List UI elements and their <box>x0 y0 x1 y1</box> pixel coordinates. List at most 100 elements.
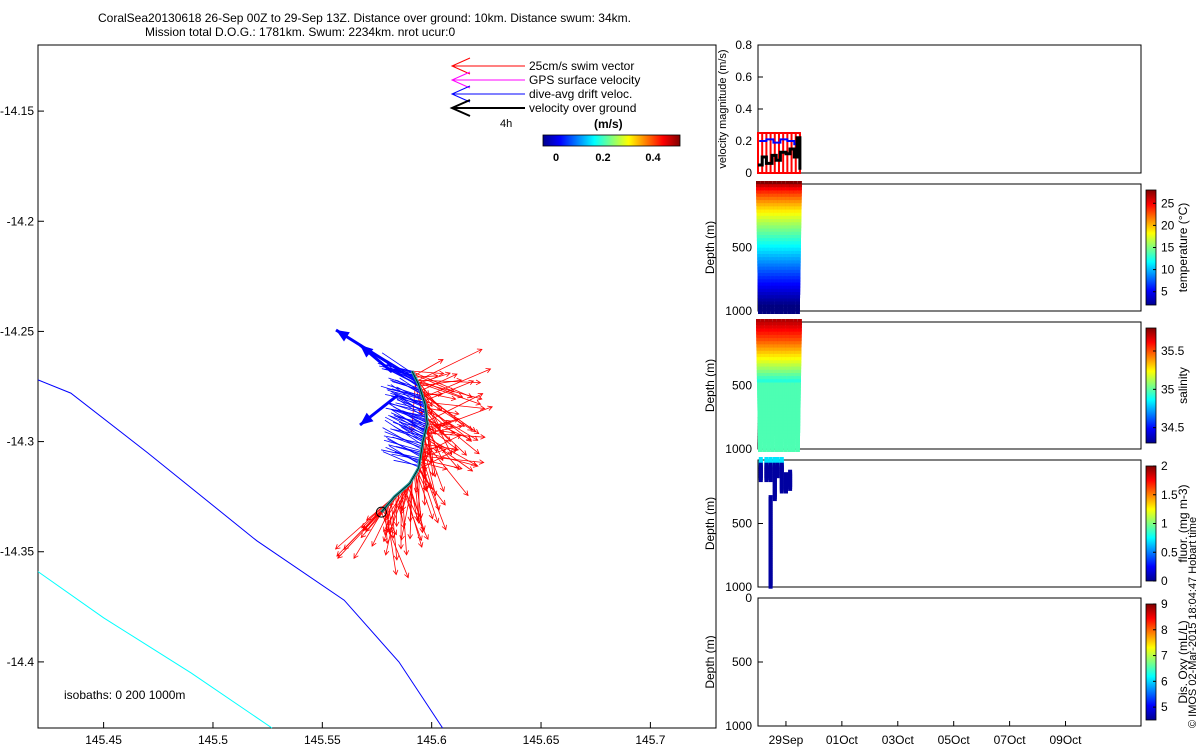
temperature-sample <box>797 196 802 203</box>
map-vectors <box>334 328 493 579</box>
temperature-sample <box>782 241 787 248</box>
temperature-sample <box>794 235 799 241</box>
swim-vector <box>425 411 444 435</box>
drift-vector <box>391 381 421 391</box>
salinity-sample <box>756 338 761 345</box>
salinity-sample <box>756 369 761 376</box>
swim-vector-head <box>447 449 453 456</box>
salinity-sample <box>778 379 782 386</box>
temperature-sample <box>796 257 801 264</box>
salinity-sample <box>796 395 801 402</box>
swim-vector-head <box>487 405 493 411</box>
swim-vector-head <box>383 526 389 533</box>
fluorescence-ytick-label: 1000 <box>725 580 752 594</box>
swim-vector <box>415 472 423 533</box>
temperature-sample <box>756 203 761 210</box>
salinity-sample <box>777 353 782 360</box>
salinity-sample <box>758 411 763 418</box>
salinity-sample <box>762 436 767 443</box>
salinity-sample <box>786 382 791 389</box>
salinity-sample <box>794 350 799 357</box>
temperature-sample <box>787 292 792 299</box>
salinity-sample <box>789 325 794 332</box>
temperature-sample <box>781 219 786 226</box>
temperature-sample <box>790 231 795 238</box>
salinity-sample <box>771 395 776 402</box>
salinity-sample <box>781 319 786 325</box>
temperature-sample <box>791 292 796 299</box>
salinity-colorbar-tick: 34.5 <box>1161 421 1185 435</box>
salinity-sample <box>783 404 788 411</box>
salinity-sample <box>792 385 797 392</box>
temperature-sample <box>762 276 767 283</box>
temperature-sample <box>792 250 797 257</box>
legend-drift-arrow <box>450 85 525 103</box>
salinity-sample <box>796 382 801 389</box>
temperature-sample <box>797 206 802 213</box>
salinity-sample <box>771 426 775 433</box>
temperature-sample <box>796 298 800 305</box>
temperature-sample <box>777 225 782 232</box>
salinity-sample <box>796 420 801 427</box>
temperature-sample <box>786 231 791 238</box>
salinity-colorbar <box>1145 327 1157 444</box>
salinity-sample <box>770 442 775 449</box>
salinity-sample <box>765 366 770 373</box>
temperature-sample <box>773 225 778 232</box>
temperature-sample <box>767 266 772 273</box>
temperature-sample <box>792 279 797 286</box>
temperature-sample <box>792 263 797 270</box>
swim-vector-head <box>334 544 341 550</box>
temperature-sample <box>785 200 790 207</box>
temperature-sample <box>777 212 782 219</box>
salinity-sample <box>757 382 761 389</box>
drift-vector <box>387 389 424 401</box>
fluorescence-sample <box>784 487 788 494</box>
salinity-sample <box>775 430 780 437</box>
temperature-sample <box>775 250 780 257</box>
salinity-sample <box>794 334 798 341</box>
fluorescence-sample <box>772 495 777 502</box>
temperature-sample <box>763 244 768 251</box>
salinity-sample <box>793 322 798 329</box>
swim-vector-head <box>404 572 410 579</box>
salinity-sample <box>796 407 801 414</box>
salinity-sample <box>786 366 791 373</box>
temperature-sample <box>760 212 765 219</box>
temperature-sample <box>777 200 782 207</box>
fluorescence-colorbar-tick: 0 <box>1161 574 1168 588</box>
salinity-sample <box>769 350 774 357</box>
swim-vector-head <box>445 436 452 442</box>
temperature-sample <box>758 292 763 299</box>
temperature-sample <box>790 238 795 245</box>
oxygen-colorbar-tick: 9 <box>1161 597 1168 611</box>
temperature-ytick-label: 500 <box>732 241 752 255</box>
temperature-sample <box>788 263 793 270</box>
salinity-sample <box>769 369 774 376</box>
temperature-sample <box>781 187 786 194</box>
temperature-sample <box>789 190 794 197</box>
temperature-colorbar-tick: 20 <box>1161 218 1175 232</box>
salinity-sample <box>779 420 784 427</box>
drift-vector <box>387 369 420 386</box>
temperature-sample <box>768 184 773 191</box>
salinity-sample <box>783 426 788 433</box>
salinity-sample <box>763 395 768 402</box>
salinity-sample <box>788 411 792 418</box>
legend-gps-arrow <box>450 71 525 89</box>
temperature-sample <box>756 235 761 241</box>
temperature-sample <box>758 279 763 286</box>
temperature-sample <box>790 235 795 241</box>
temperature-sample <box>767 269 772 276</box>
temperature-sample <box>785 187 790 194</box>
temperature-sample <box>792 266 797 273</box>
temperature-sample <box>775 260 780 267</box>
salinity-sample <box>781 331 786 338</box>
figure-title-line1: CoralSea20130618 26-Sep 00Z to 29-Sep 13… <box>98 11 631 25</box>
salinity-sample <box>764 328 769 335</box>
salinity-sample <box>779 446 784 452</box>
temperature-sample <box>797 184 802 191</box>
swim-vector <box>421 392 476 432</box>
salinity-sample <box>775 433 780 440</box>
salinity-sample <box>794 379 799 386</box>
